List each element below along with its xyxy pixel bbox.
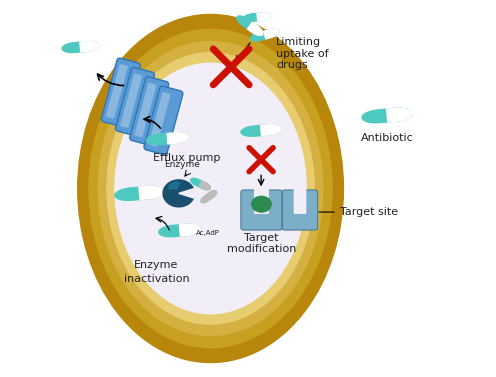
Polygon shape [362,108,412,123]
Text: Target
modification: Target modification [227,233,296,254]
Text: Limiting
uptake of
drugs: Limiting uptake of drugs [276,37,329,70]
FancyBboxPatch shape [101,58,140,127]
Text: Efflux pump: Efflux pump [153,153,220,163]
Ellipse shape [98,41,323,336]
Polygon shape [199,181,210,190]
Polygon shape [169,182,180,189]
Text: Enzyme: Enzyme [165,160,200,169]
Polygon shape [163,180,193,207]
FancyBboxPatch shape [130,77,169,146]
Polygon shape [261,125,281,135]
Polygon shape [201,191,217,203]
FancyBboxPatch shape [134,83,156,137]
Polygon shape [62,41,99,52]
Polygon shape [250,29,279,41]
Polygon shape [237,16,263,35]
Text: Ac,AdP: Ac,AdP [195,230,220,236]
Polygon shape [190,178,210,190]
Polygon shape [257,13,271,21]
Ellipse shape [115,63,306,314]
Text: Enzyme
inactivation: Enzyme inactivation [124,261,189,284]
Polygon shape [179,189,194,198]
FancyBboxPatch shape [120,74,142,128]
Text: Antibiotic: Antibiotic [361,133,414,143]
Ellipse shape [78,14,343,363]
Ellipse shape [107,53,314,324]
Polygon shape [387,108,412,122]
Polygon shape [180,224,201,236]
Polygon shape [248,22,263,35]
FancyBboxPatch shape [282,190,317,230]
Polygon shape [241,125,281,136]
Polygon shape [264,29,279,39]
Polygon shape [207,191,217,199]
FancyBboxPatch shape [149,92,171,147]
FancyBboxPatch shape [241,190,282,230]
FancyBboxPatch shape [144,86,183,155]
Polygon shape [244,13,271,21]
Polygon shape [159,224,201,237]
FancyBboxPatch shape [254,187,269,214]
Polygon shape [167,133,188,144]
Polygon shape [115,186,164,201]
FancyBboxPatch shape [106,64,128,118]
FancyBboxPatch shape [116,67,154,136]
Text: Target site: Target site [319,207,398,217]
Ellipse shape [89,29,332,348]
Polygon shape [139,186,164,199]
FancyBboxPatch shape [294,187,307,214]
Polygon shape [80,41,99,52]
Ellipse shape [252,196,271,212]
Polygon shape [146,133,188,145]
